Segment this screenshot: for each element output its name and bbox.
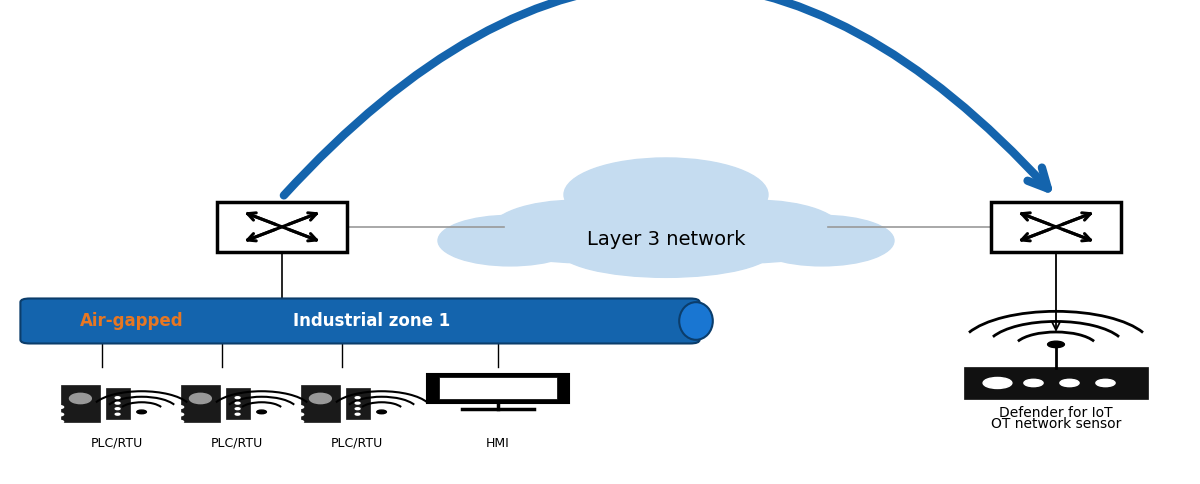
Circle shape xyxy=(56,406,64,408)
Text: PLC/RTU: PLC/RTU xyxy=(330,436,383,449)
Circle shape xyxy=(355,397,360,399)
Text: Industrial zone 1: Industrial zone 1 xyxy=(293,311,451,329)
Ellipse shape xyxy=(679,302,713,340)
FancyBboxPatch shape xyxy=(61,386,100,422)
Circle shape xyxy=(56,421,64,424)
Circle shape xyxy=(235,413,240,415)
Ellipse shape xyxy=(564,159,768,232)
Text: OT network sensor: OT network sensor xyxy=(991,417,1121,431)
Circle shape xyxy=(296,406,304,408)
Circle shape xyxy=(257,410,266,414)
FancyBboxPatch shape xyxy=(106,388,130,420)
Circle shape xyxy=(166,413,173,416)
Circle shape xyxy=(1048,342,1064,348)
Ellipse shape xyxy=(750,216,894,266)
Circle shape xyxy=(166,406,173,408)
Circle shape xyxy=(115,413,120,415)
Circle shape xyxy=(1096,379,1115,387)
FancyBboxPatch shape xyxy=(991,203,1121,252)
Ellipse shape xyxy=(190,393,211,404)
Text: Defender for IoT: Defender for IoT xyxy=(1000,405,1112,419)
Ellipse shape xyxy=(438,216,582,266)
Circle shape xyxy=(983,378,1012,389)
FancyBboxPatch shape xyxy=(217,203,347,252)
Circle shape xyxy=(355,413,360,415)
Circle shape xyxy=(56,413,64,416)
Circle shape xyxy=(286,406,293,408)
Circle shape xyxy=(46,421,53,424)
Ellipse shape xyxy=(670,201,842,263)
Ellipse shape xyxy=(70,393,91,404)
Circle shape xyxy=(176,421,184,424)
Text: PLC/RTU: PLC/RTU xyxy=(210,436,263,449)
Circle shape xyxy=(1060,379,1079,387)
FancyBboxPatch shape xyxy=(964,368,1148,399)
Circle shape xyxy=(235,408,240,410)
Circle shape xyxy=(166,421,173,424)
FancyBboxPatch shape xyxy=(181,386,220,422)
Ellipse shape xyxy=(558,223,774,278)
FancyBboxPatch shape xyxy=(346,388,370,420)
Text: Air-gapped: Air-gapped xyxy=(80,311,184,329)
FancyBboxPatch shape xyxy=(301,386,340,422)
FancyBboxPatch shape xyxy=(427,375,569,403)
Circle shape xyxy=(355,402,360,404)
Circle shape xyxy=(115,402,120,404)
Text: HMI: HMI xyxy=(486,436,510,449)
Circle shape xyxy=(377,410,386,414)
Circle shape xyxy=(176,413,184,416)
Text: Layer 3 network: Layer 3 network xyxy=(587,229,745,248)
Circle shape xyxy=(286,421,293,424)
Ellipse shape xyxy=(310,393,331,404)
Circle shape xyxy=(355,408,360,410)
Circle shape xyxy=(137,410,146,414)
Circle shape xyxy=(115,408,120,410)
FancyBboxPatch shape xyxy=(20,299,700,344)
FancyBboxPatch shape xyxy=(226,388,250,420)
Ellipse shape xyxy=(490,201,662,263)
FancyBboxPatch shape xyxy=(439,378,557,399)
Circle shape xyxy=(235,397,240,399)
Circle shape xyxy=(176,406,184,408)
Circle shape xyxy=(46,406,53,408)
Circle shape xyxy=(235,402,240,404)
Circle shape xyxy=(296,421,304,424)
Circle shape xyxy=(115,397,120,399)
Circle shape xyxy=(296,413,304,416)
Circle shape xyxy=(46,413,53,416)
Circle shape xyxy=(286,413,293,416)
Text: PLC/RTU: PLC/RTU xyxy=(90,436,143,449)
Circle shape xyxy=(1024,379,1043,387)
